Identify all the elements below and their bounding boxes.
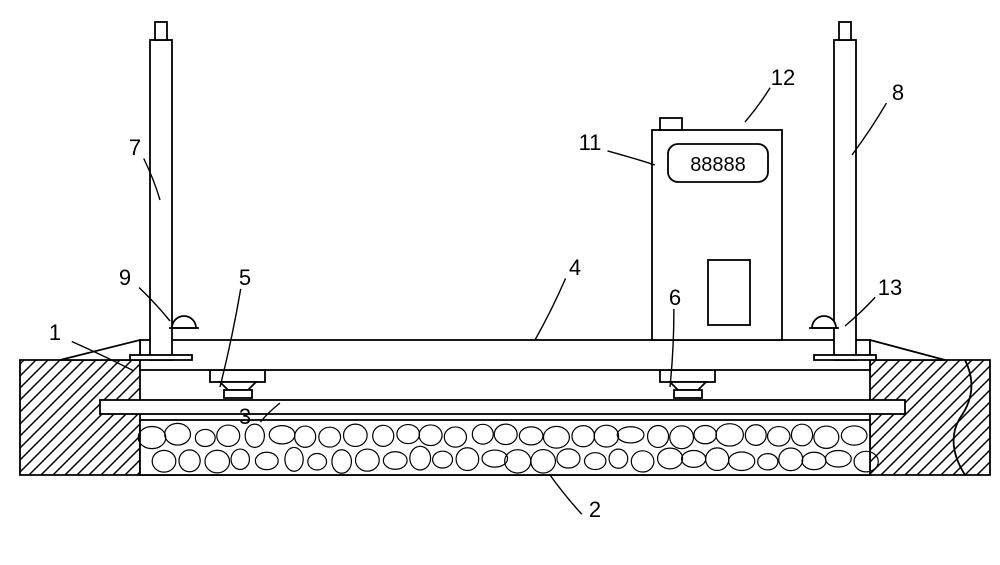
label-8: 8 [892, 80, 904, 105]
leader-2 [550, 475, 582, 514]
leader-8 [852, 103, 886, 155]
label-3: 3 [239, 404, 251, 429]
label-11: 11 [579, 130, 602, 155]
label-5: 5 [239, 265, 251, 290]
geometry-layer: 88888 [20, 22, 990, 475]
leader-11 [608, 151, 655, 165]
sensor-13 [812, 316, 836, 328]
platform-4 [140, 340, 870, 370]
label-4: 4 [569, 255, 581, 280]
loadcell-6-top [660, 370, 715, 382]
label-2: 2 [589, 497, 601, 522]
diagram-canvas: 88888 123456789111213 [0, 0, 1000, 565]
post-7-cap [155, 22, 167, 40]
ramp-right [870, 340, 945, 360]
display-readout: 88888 [690, 154, 746, 176]
loadcell-5-foot [224, 390, 252, 398]
control-panel [708, 260, 750, 325]
ramp-left [60, 340, 140, 360]
post-8 [834, 40, 856, 360]
label-13: 13 [878, 275, 902, 300]
base-plate-3 [100, 400, 905, 414]
label-9: 9 [119, 265, 131, 290]
label-1: 1 [49, 320, 61, 345]
leader-12 [745, 88, 770, 122]
loadcell-5-top [210, 370, 265, 382]
post-8-cap [839, 22, 851, 40]
label-6: 6 [669, 285, 681, 310]
loadcell-6-foot [674, 390, 702, 398]
control-box-knob [660, 118, 682, 130]
label-12: 12 [771, 65, 795, 90]
leader-4 [535, 278, 566, 340]
post-7 [150, 40, 172, 360]
label-7: 7 [129, 135, 141, 160]
sensor-9 [172, 316, 196, 328]
